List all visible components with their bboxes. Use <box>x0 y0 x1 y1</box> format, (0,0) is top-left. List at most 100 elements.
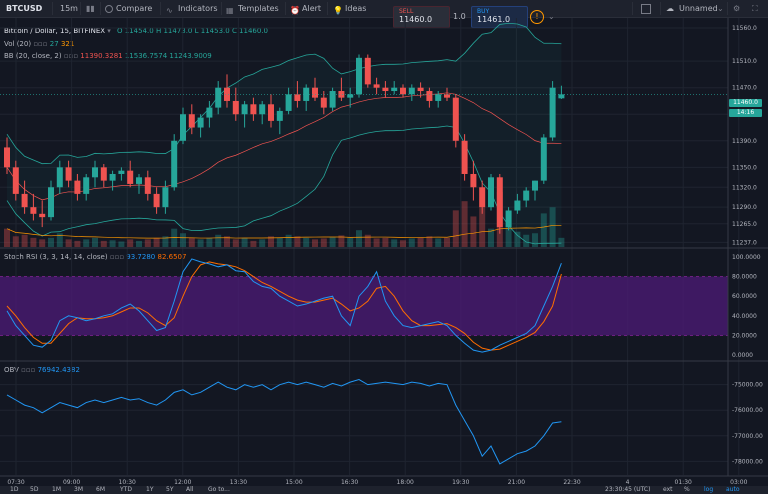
indicators-button[interactable]: ∿ Indicators <box>166 4 218 15</box>
ideas-button[interactable]: 💡 Ideas <box>333 4 366 15</box>
volume-bar <box>373 238 380 247</box>
main-legend: Bitcoin / Dollar, 15, BITFINEX ▾ O 11454… <box>4 27 268 35</box>
settings-icon[interactable]: ▫▫▫ <box>109 253 125 261</box>
obv-legend[interactable]: OBV ▫▫▫ 76942.4382 <box>4 366 80 374</box>
indicators-icon: ∿ <box>166 6 173 15</box>
volume-bar <box>382 237 389 247</box>
price-tick-label: 11350.0 <box>732 164 757 171</box>
indicators-label: Indicators <box>178 4 218 13</box>
cloud-icon[interactable]: ☁ <box>666 4 674 13</box>
candle-body <box>74 180 81 194</box>
candle-body <box>391 87 398 92</box>
time-tick-label: 01:30 <box>675 479 692 486</box>
templates-button[interactable]: ▦ Templates <box>226 4 279 15</box>
chevron-down-icon[interactable]: ▾ <box>107 27 111 35</box>
range-all[interactable]: All <box>186 486 194 493</box>
settings-icon[interactable]: ▫▫▫ <box>63 52 79 60</box>
candle-body <box>426 91 433 101</box>
chart-style-icon[interactable]: ▮▮ <box>86 4 95 13</box>
candle-body <box>417 87 424 92</box>
buy-button[interactable]: BUY 11461.0 <box>471 6 528 28</box>
range-1y[interactable]: 1Y <box>146 486 154 493</box>
price-tick-label: 11320.0 <box>732 184 757 191</box>
volume-bar <box>232 239 239 247</box>
alert-button[interactable]: ⏰ Alert <box>290 4 321 15</box>
stoch-legend[interactable]: Stoch RSI (3, 3, 14, 14, close) ▫▫▫ 93.7… <box>4 253 186 261</box>
interval-button[interactable]: 15m <box>60 4 78 13</box>
gear-icon[interactable]: ⚙ <box>733 4 741 13</box>
volume-bar <box>356 230 362 247</box>
volume-bar <box>488 228 494 247</box>
volume-bar <box>540 213 547 247</box>
sell-button[interactable]: SELL 11460.0 <box>393 6 450 28</box>
candle-body <box>206 107 213 118</box>
compare-button[interactable]: Compare <box>105 4 152 13</box>
volume-bar <box>276 237 283 247</box>
volume-bar <box>479 207 486 247</box>
layout-name[interactable]: Unnamed <box>679 4 718 13</box>
auto-toggle[interactable]: auto <box>726 486 740 493</box>
volume-legend[interactable]: Vol (20) ▫▫▫ 27 321 <box>4 40 74 48</box>
price-tick-label: 11265.0 <box>732 221 757 228</box>
range-5d[interactable]: 5D <box>30 486 39 493</box>
time-tick-label: 19:30 <box>452 479 469 486</box>
fullscreen-icon[interactable] <box>641 4 651 16</box>
obv-title: OBV <box>4 366 19 374</box>
time-tick-label: 16:30 <box>341 479 358 486</box>
ext-toggle[interactable]: ext <box>663 486 673 493</box>
candle-body <box>470 173 477 188</box>
bottom-bar: 1D 5D 1M 3M 6M YTD 1Y 5Y All Go to... 23… <box>0 486 768 494</box>
obv-line <box>6 379 562 465</box>
candle-body <box>329 91 336 108</box>
bb-legend[interactable]: BB (20, close, 2) ▫▫▫ 11390.3281 11536.7… <box>4 52 212 60</box>
candle-body <box>241 104 248 115</box>
stoch-k-value: 93.7280 <box>126 253 156 261</box>
chevron-down-icon[interactable]: ⌄ <box>548 12 555 21</box>
chevron-down-icon[interactable]: ⌄ <box>717 4 724 13</box>
time-tick-label: 03:00 <box>730 479 747 486</box>
ohlc-low: L 11453.0 <box>194 27 230 35</box>
obv-tick-label: -75000.00 <box>732 382 763 389</box>
volume-bar <box>48 237 54 247</box>
snapshot-icon[interactable]: ⛶ <box>752 4 758 13</box>
range-3m[interactable]: 3M <box>74 486 83 493</box>
volume-bar <box>514 231 521 247</box>
range-5y[interactable]: 5Y <box>166 486 174 493</box>
candle-body <box>532 180 538 191</box>
candle-body <box>540 137 547 181</box>
candle-body <box>109 173 116 181</box>
candle-body <box>364 57 371 85</box>
volume-bar <box>171 228 178 247</box>
stoch-tick-label: 40.0000 <box>732 313 757 320</box>
range-1m[interactable]: 1M <box>52 486 61 493</box>
candle-body <box>224 87 230 101</box>
range-6m[interactable]: 6M <box>96 486 105 493</box>
candle-body <box>435 94 442 101</box>
settings-icon[interactable]: ▫▫▫ <box>21 366 36 374</box>
stoch-d-line <box>6 261 562 351</box>
range-1d[interactable]: 1D <box>10 486 19 493</box>
spread-value: 1.0 <box>453 12 466 21</box>
stoch-d-value: 82.6507 <box>157 253 187 261</box>
settings-icon[interactable]: ▫▫▫ <box>33 40 48 48</box>
candle-body <box>549 87 556 138</box>
percent-toggle[interactable]: % <box>684 486 690 493</box>
volume-bar <box>100 240 107 247</box>
log-toggle[interactable]: log <box>704 486 714 493</box>
warning-icon[interactable]: ! <box>530 10 544 24</box>
templates-label: Templates <box>238 4 279 13</box>
obv-tick-label: -78000.00 <box>732 458 763 465</box>
obv-pane <box>6 379 562 465</box>
bb-upper-line <box>6 22 562 165</box>
ideas-label: Ideas <box>345 4 367 13</box>
divider <box>660 2 661 15</box>
candle-body <box>56 167 63 188</box>
volume-bar <box>162 236 169 247</box>
symbol-search[interactable]: BTCUSD <box>6 4 43 13</box>
go-to-button[interactable]: Go to... <box>208 486 230 493</box>
candle-body <box>452 97 459 141</box>
stoch-tick-label: 100.0000 <box>732 254 761 261</box>
candle-body <box>144 177 151 194</box>
range-ytd[interactable]: YTD <box>120 486 132 493</box>
